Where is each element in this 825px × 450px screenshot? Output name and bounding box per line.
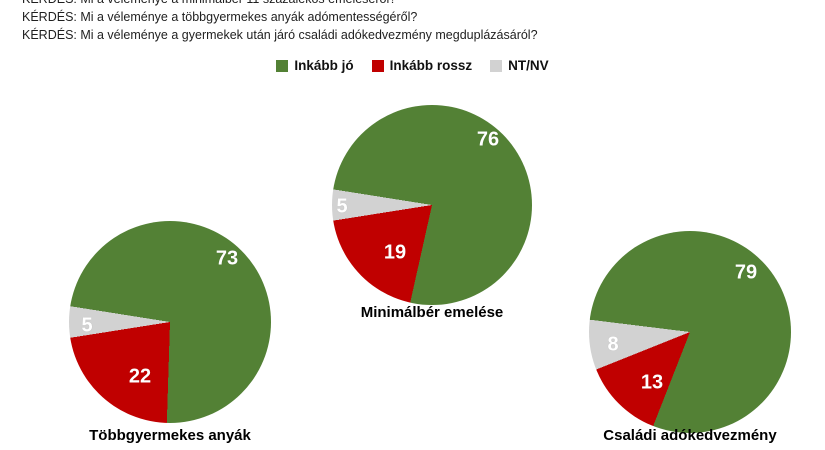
pie-value-good: 76	[476, 128, 500, 151]
question-line-1: KÉRDÉS: Mi a véleménye a minimálbér 11 s…	[22, 0, 538, 8]
legend-swatch-gray-icon	[490, 59, 503, 72]
pie-value-bad: 19	[383, 241, 407, 264]
legend-item-bad: Inkább rossz	[371, 58, 473, 73]
pie-title-tobbgyermekes: Többgyermekes anyák	[89, 427, 251, 444]
legend-item-good: Inkább jó	[276, 58, 354, 73]
pie-value-ntnv: 8	[607, 333, 619, 356]
legend-label-bad: Inkább rossz	[389, 58, 473, 73]
pie-title-csaladi: Családi adókedvezmény	[603, 427, 777, 444]
legend-label-good: Inkább jó	[294, 58, 354, 73]
legend-item-ntnv: NT/NV	[490, 58, 549, 73]
pie-value-ntnv: 5	[81, 314, 93, 337]
pie-tobbgyermekes-anyak: 73 22 5	[69, 221, 271, 423]
pie-title-minimalber: Minimálbér emelése	[360, 304, 504, 321]
question-line-3: KÉRDÉS: Mi a véleménye a gyermekek után …	[22, 28, 538, 42]
pie-value-ntnv: 5	[336, 195, 348, 218]
pie-value-good: 73	[215, 247, 239, 270]
pie-value-bad: 13	[640, 371, 664, 394]
legend-label-ntnv: NT/NV	[508, 58, 549, 73]
pie-csaladi-adokedvezmeny: 79 13 8	[589, 231, 791, 433]
pie-value-good: 79	[734, 261, 758, 284]
pie-value-bad: 22	[128, 365, 152, 388]
chart-legend: Inkább jó Inkább rossz NT/NV	[0, 58, 825, 73]
question-block: KÉRDÉS: Mi a véleménye a minimálbér 11 s…	[22, 0, 538, 44]
question-line-2: KÉRDÉS: Mi a véleménye a többgyermekes a…	[22, 10, 418, 24]
legend-swatch-red-icon	[371, 59, 384, 72]
legend-swatch-green-icon	[276, 59, 289, 72]
pie-minimalber-emelese: 76 19 5	[332, 105, 532, 305]
